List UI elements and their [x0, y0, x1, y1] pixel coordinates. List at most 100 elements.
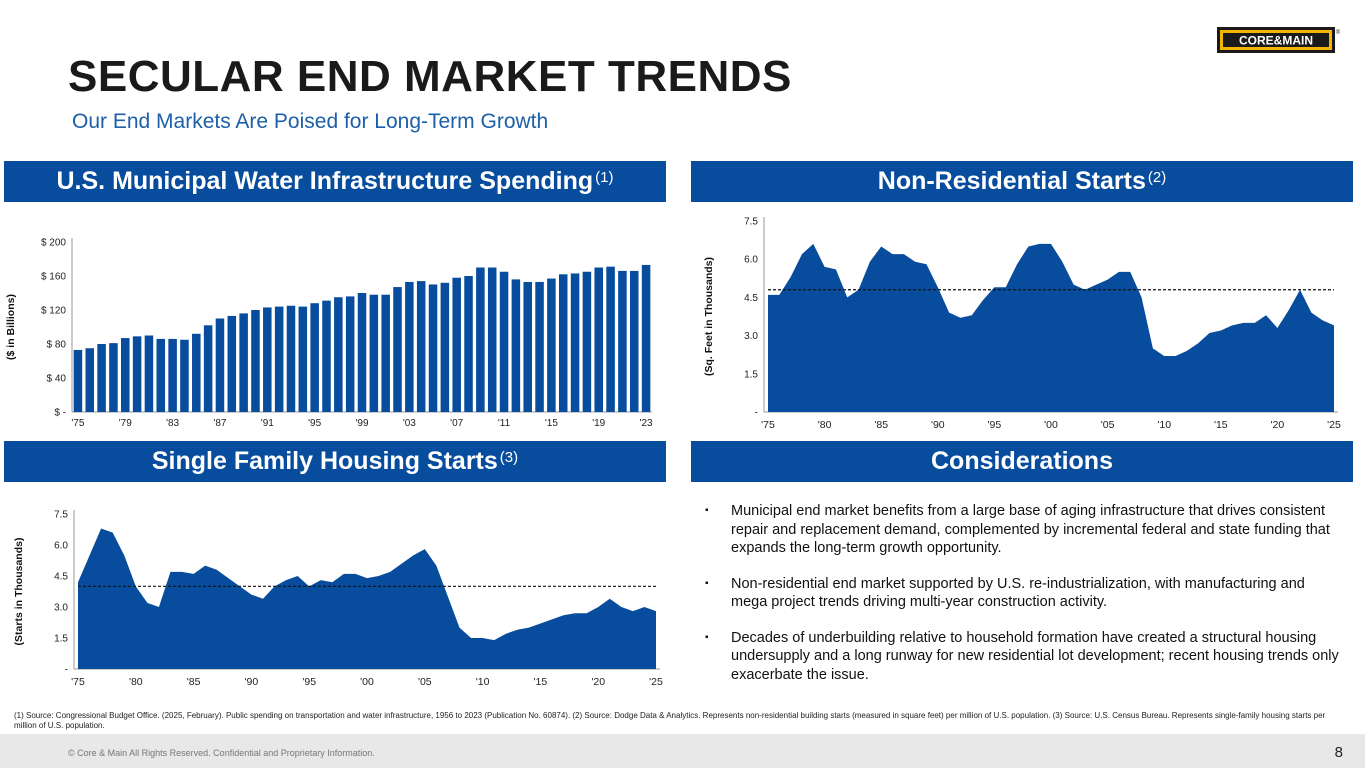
bar: [405, 281, 414, 412]
bar: [641, 264, 651, 412]
y-tick-label: $ 80: [47, 340, 67, 351]
bar: [629, 270, 639, 412]
y-tick-label: 1.5: [54, 634, 68, 645]
municipal-banner-label: U.S. Municipal Water Infrastructure Spen…: [56, 167, 594, 195]
bar: [180, 339, 189, 412]
bar: [511, 279, 521, 412]
consideration-text: Decades of underbuilding relative to hou…: [731, 629, 1339, 683]
x-tick-label: '87: [213, 418, 226, 429]
x-tick-label: '99: [355, 418, 368, 429]
bar: [416, 281, 426, 412]
x-tick-label: '20: [591, 676, 605, 688]
y-tick-label: $ 160: [41, 272, 66, 283]
bar: [203, 325, 213, 412]
singlefamily-starts-chart: - 1.5 3.0 4.5 6.0 7.5 (Starts in Thousands) '75…: [13, 510, 663, 689]
bar: [334, 297, 343, 412]
bar: [215, 318, 225, 412]
y-tick-label: 6.0: [54, 541, 68, 552]
bar: [452, 277, 461, 412]
bar: [168, 338, 177, 412]
bullet-icon: ▪: [705, 577, 709, 589]
x-tick-label: '00: [360, 676, 374, 688]
page-subtitle: Our End Markets Are Poised for Long-Term…: [72, 110, 549, 133]
y-axis-label: ($ in Billions): [5, 294, 17, 360]
x-tick-label: '85: [874, 419, 888, 431]
x-tick-label: '03: [403, 418, 416, 429]
y-axis-label: (Sq. Feet in Thousands): [703, 257, 715, 376]
bar: [156, 338, 166, 412]
bar: [582, 271, 592, 412]
bar: [594, 267, 603, 412]
logo-registered-mark: ®: [1336, 29, 1341, 36]
considerations-banner: Considerations: [691, 441, 1353, 482]
x-tick-label: '95: [988, 419, 1002, 431]
bar: [286, 305, 296, 412]
x-tick-label: '07: [450, 418, 463, 429]
core-and-main-logo: CORE&MAIN ®: [1217, 27, 1341, 53]
x-tick-label: '05: [1101, 419, 1115, 431]
x-tick-label: '79: [119, 418, 132, 429]
bullet-icon: ▪: [705, 631, 709, 643]
y-tick-label: 4.5: [54, 572, 68, 583]
logo-text: CORE&MAIN: [1239, 34, 1313, 48]
x-tick-label: '83: [166, 418, 179, 429]
bar: [357, 293, 367, 412]
bar: [428, 284, 438, 412]
bar: [499, 271, 509, 412]
x-tick-label: '25: [1327, 419, 1341, 431]
bar: [464, 276, 473, 412]
x-tick-label: '75: [761, 419, 775, 431]
consideration-text: Non-residential end market supported by …: [731, 575, 1305, 611]
y-tick-label: 6.0: [744, 255, 758, 266]
x-tick-label: '25: [649, 676, 663, 688]
y-tick-label: 3.0: [54, 603, 68, 614]
y-tick-label: 7.5: [54, 510, 68, 521]
x-tick-label: '10: [1157, 419, 1171, 431]
x-tick-label: '20: [1271, 419, 1285, 431]
x-tick-label: '75: [71, 418, 84, 429]
municipal-banner-note: (1): [595, 169, 614, 186]
bar: [251, 310, 260, 412]
x-tick-label: '91: [261, 418, 274, 429]
bar: [263, 307, 272, 412]
y-tick-label: 7.5: [744, 217, 758, 228]
bar: [570, 273, 580, 412]
bar: [440, 282, 450, 412]
bar: [298, 306, 308, 412]
x-tick-label: '15: [545, 418, 558, 429]
x-tick-label: '15: [534, 676, 548, 688]
bar: [310, 303, 319, 412]
bar: [274, 306, 284, 412]
x-tick-label: '10: [476, 676, 490, 688]
page-title: SECULAR END MARKET TRENDS: [68, 52, 792, 101]
bar: [192, 333, 201, 412]
y-tick-label: 1.5: [744, 369, 758, 380]
bar: [523, 281, 532, 412]
bar: [558, 274, 568, 412]
area-series: [768, 243, 1334, 412]
x-tick-label: '23: [640, 418, 653, 429]
bar: [322, 300, 331, 412]
y-tick-label: $ 200: [41, 238, 66, 249]
bar: [73, 349, 83, 412]
x-tick-label: '80: [129, 676, 143, 688]
bar: [476, 267, 485, 412]
x-tick-label: '95: [308, 418, 321, 429]
x-tick-label: '00: [1044, 419, 1058, 431]
consideration-text: Municipal end market benefits from a lar…: [731, 503, 1330, 556]
y-tick-label: 3.0: [744, 331, 758, 342]
municipal-spending-chart: $ - $ 40 $ 80 $ 120 $ 160 $ 200 ($ in Billions…: [5, 238, 653, 430]
consideration-item: ▪ Decades of underbuilding relative to ho…: [705, 629, 1340, 685]
x-tick-label: '75: [71, 676, 85, 688]
page-number: 8: [1334, 744, 1343, 761]
bar: [487, 267, 497, 412]
y-axis-label: (Starts in Thousands): [13, 538, 25, 646]
municipal-banner: U.S. Municipal Water Infrastructure Spen…: [4, 161, 666, 202]
singlefamily-banner: Single Family Housing Starts (3): [4, 441, 666, 482]
bar: [393, 287, 402, 412]
footnote: (1) Source: Congressional Budget Office.…: [14, 711, 1326, 730]
considerations-banner-label: Considerations: [931, 447, 1113, 475]
copyright: © Core & Main All Rights Reserved. Confi…: [68, 748, 375, 758]
nonres-banner-note: (2): [1147, 169, 1167, 186]
bullet-icon: ▪: [705, 505, 709, 516]
